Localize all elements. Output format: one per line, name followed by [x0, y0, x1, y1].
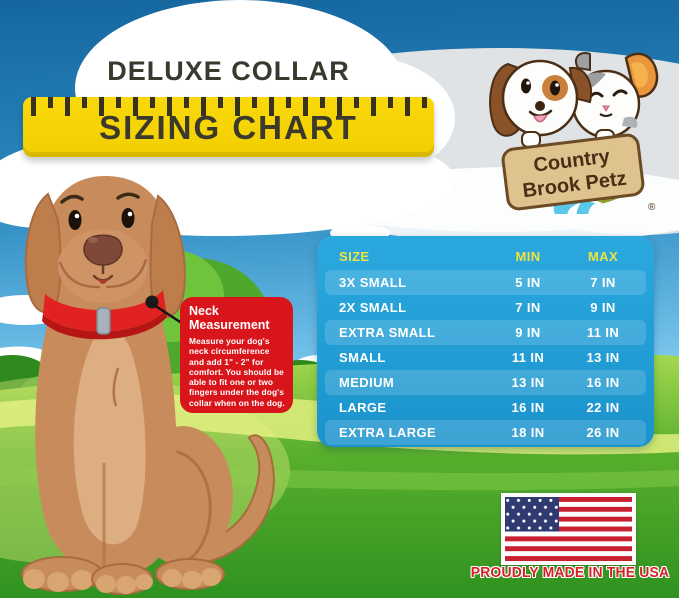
page-title: SIZING CHART — [99, 109, 358, 146]
size-label: LARGE — [339, 400, 387, 415]
ruler-ticks-short-icon — [48, 97, 430, 108]
callout-body: Measure your dog's neck circumference an… — [189, 336, 285, 408]
max-value: 22 IN — [586, 400, 620, 415]
table-header-row: SIZE MIN MAX — [325, 243, 646, 270]
table-row: 3X SMALL 5 IN 7 IN — [325, 270, 646, 295]
column-header-max: MAX — [587, 249, 619, 264]
logo-banner: Country Brook Petz ® — [501, 133, 656, 214]
callout-title: Neck Measurement — [189, 304, 270, 332]
size-label: 3X SMALL — [339, 275, 407, 290]
size-label: EXTRA LARGE — [339, 425, 437, 440]
table-row: SMALL 11 IN 13 IN — [325, 345, 646, 370]
column-header-size: SIZE — [339, 249, 370, 264]
min-value: 9 IN — [515, 325, 541, 340]
table-row: EXTRA LARGE 18 IN 26 IN — [325, 420, 646, 445]
brand-logo: Country Brook Petz ® — [489, 52, 659, 214]
max-value: 16 IN — [586, 375, 620, 390]
min-value: 13 IN — [511, 375, 545, 390]
min-value: 16 IN — [511, 400, 545, 415]
size-label: SMALL — [339, 350, 386, 365]
dog-front-paws — [21, 556, 153, 595]
min-value: 18 IN — [511, 425, 545, 440]
made-in-usa-label: PROUDLY MADE IN THE USA — [470, 565, 670, 581]
table-row: LARGE 16 IN 22 IN — [325, 395, 646, 420]
dog-collar — [42, 290, 167, 340]
dog-body — [35, 280, 177, 574]
max-value: 7 IN — [590, 275, 616, 290]
collar-tag-icon — [96, 307, 111, 335]
sizing-table: SIZE MIN MAX 3X SMALL 5 IN 7 IN 2X SMALL… — [317, 236, 654, 447]
size-label: EXTRA SMALL — [339, 325, 436, 340]
registered-trademark: ® — [648, 202, 656, 213]
dog-tail-icon — [190, 434, 275, 566]
table-row: 2X SMALL 7 IN 9 IN — [325, 295, 646, 320]
neck-measurement-callout: Neck Measurement Measure your dog's neck… — [180, 297, 293, 413]
table-row: EXTRA SMALL 9 IN 11 IN — [325, 320, 646, 345]
dog-illustration — [21, 176, 275, 595]
max-value: 26 IN — [586, 425, 620, 440]
max-value: 9 IN — [590, 300, 616, 315]
usa-flag — [501, 493, 636, 565]
product-subtitle: DELUXE COLLAR — [107, 56, 350, 86]
ruler-banner: SIZING CHART — [23, 97, 434, 157]
dog-head — [24, 176, 186, 319]
min-value: 5 IN — [515, 275, 541, 290]
logo-dog-icon — [489, 59, 592, 148]
size-label: 2X SMALL — [339, 300, 407, 315]
column-header-min: MIN — [515, 249, 541, 264]
table-row: MEDIUM 13 IN 16 IN — [325, 370, 646, 395]
max-value: 13 IN — [586, 350, 620, 365]
min-value: 7 IN — [515, 300, 541, 315]
max-value: 11 IN — [586, 325, 620, 340]
min-value: 11 IN — [511, 350, 545, 365]
size-label: MEDIUM — [339, 375, 395, 390]
